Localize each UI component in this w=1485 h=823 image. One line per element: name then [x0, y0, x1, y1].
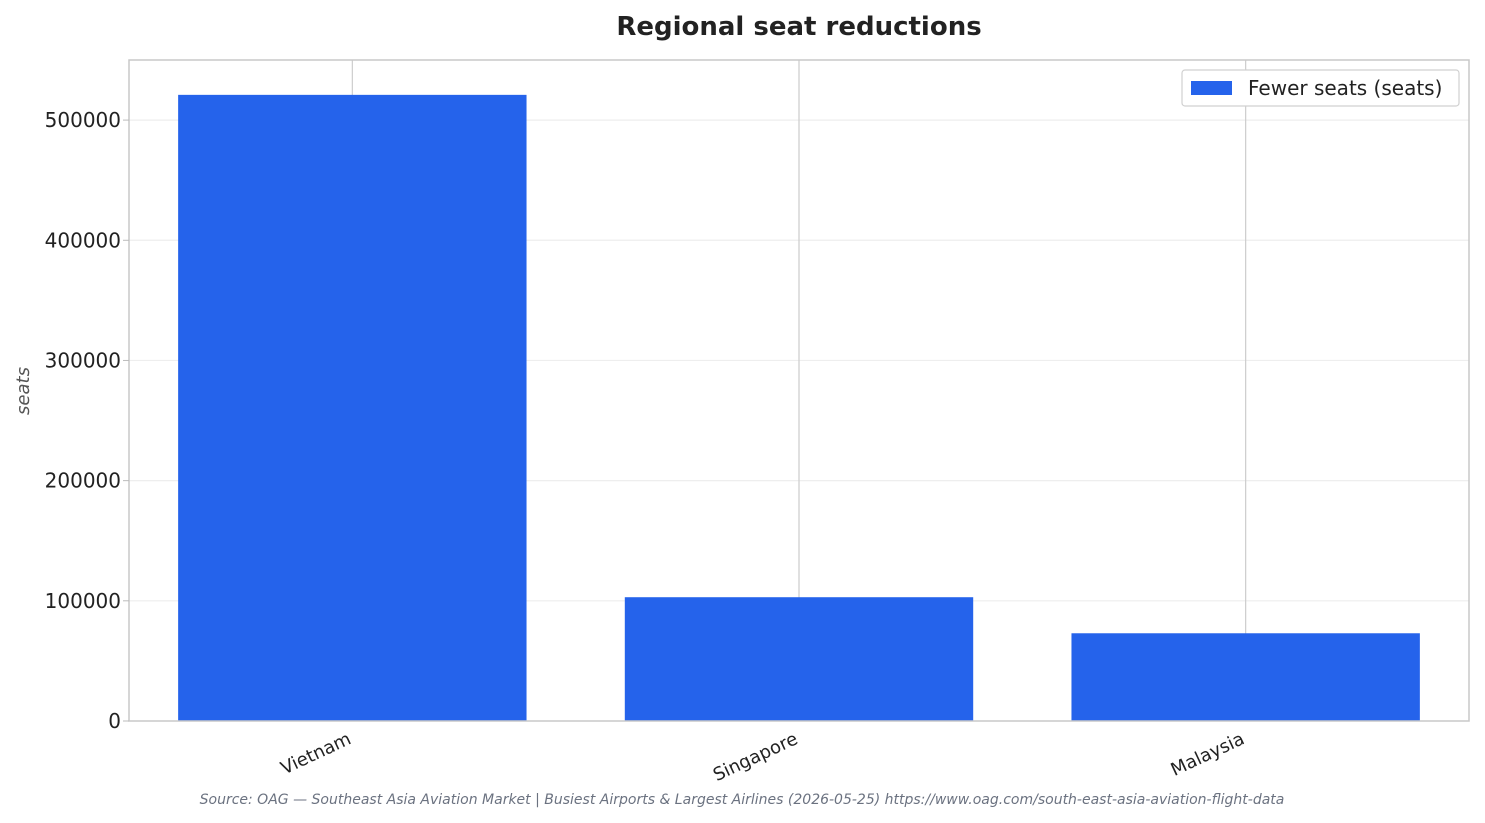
y-axis-ticks: 0 100000 200000 300000 400000 500000 — [45, 108, 129, 733]
y-tick-label: 500000 — [45, 108, 121, 132]
x-axis-ticks: Vietnam Singapore Malaysia — [278, 728, 1248, 785]
bar-singapore — [624, 597, 974, 721]
plot-frame — [128, 59, 1470, 722]
y-tick-label: 400000 — [45, 228, 121, 252]
x-tick-label: Singapore — [710, 728, 801, 785]
bars — [178, 94, 1420, 722]
chart-title: Regional seat reductions — [616, 12, 981, 42]
y-tick-label: 100000 — [45, 589, 121, 613]
x-tick-label: Vietnam — [278, 728, 355, 779]
legend-box — [1181, 69, 1460, 107]
legend: Fewer seats (seats) — [1181, 69, 1460, 107]
y-tick-label: 200000 — [45, 469, 121, 493]
y-axis-label: seats — [13, 367, 34, 415]
y-tick-label: 300000 — [45, 348, 121, 372]
bar-vietnam — [178, 94, 527, 722]
y-tick-label: 0 — [108, 709, 121, 733]
legend-swatch — [1191, 81, 1232, 95]
source-note: Source: OAG — Southeast Asia Aviation Ma… — [200, 792, 1285, 808]
bar-malaysia — [1071, 633, 1420, 721]
x-tick-label: Malaysia — [1168, 728, 1248, 780]
legend-entry-label: Fewer seats (seats) — [1248, 76, 1442, 100]
